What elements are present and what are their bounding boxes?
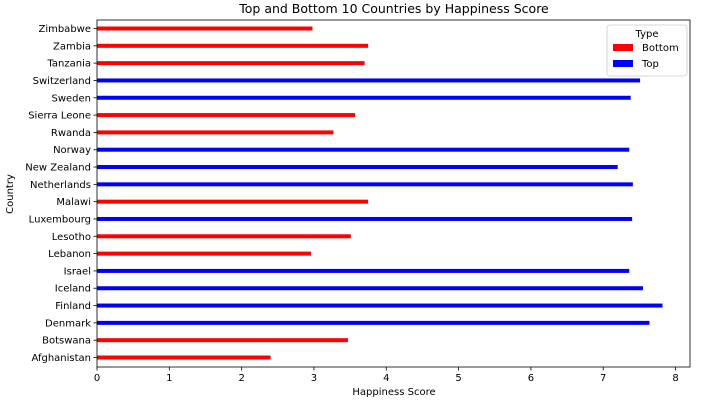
bar-top-norway [97,147,630,152]
y-tick-label: Denmark [45,318,91,329]
y-axis-label: Country [5,174,16,214]
y-tick-label: Sierra Leone [28,111,91,122]
y-tick-label: Norway [53,145,91,156]
chart-title: Top and Bottom 10 Countries by Happiness… [238,1,549,16]
x-tick-label: 6 [528,373,534,384]
bar-bottom-lesotho [97,234,351,239]
bar-bottom-lebanon [97,251,312,256]
x-tick-label: 0 [94,373,100,384]
y-tick-label: Botswana [42,336,91,347]
y-tick-label: Sweden [51,93,91,104]
x-axis-label: Happiness Score [352,387,435,398]
legend: Type Bottom Top [606,24,688,77]
bar-bottom-zimbabwe [97,26,313,31]
x-tick-label: 4 [383,373,389,384]
legend-label-bottom: Bottom [642,43,679,54]
bar-top-luxembourg [97,216,633,221]
legend-swatch-bottom [613,44,633,51]
x-tick-label: 1 [166,373,172,384]
y-tick-label: Netherlands [30,180,91,191]
x-tick-label: 3 [311,373,317,384]
x-tick-label: 2 [238,373,244,384]
bar-top-israel [97,268,630,273]
bar-top-netherlands [97,182,633,187]
x-tick-label: 8 [672,373,678,384]
x-tick-label: 7 [600,373,606,384]
y-tick-label: Tanzania [46,59,91,70]
y-tick-label: Afghanistan [31,353,91,364]
bar-top-iceland [97,286,643,291]
bar-bottom-tanzania [97,61,365,66]
bar-top-sweden [97,95,631,100]
y-tick-label: Switzerland [33,76,91,87]
bar-bottom-malawi [97,199,369,204]
y-tick-label: Zimbabwe [38,24,91,35]
x-axis: 0 1 2 3 4 5 6 7 8 [94,367,679,384]
y-tick-label: Zambia [53,41,91,52]
y-tick-label: Finland [55,301,91,312]
y-tick-label: Malawi [56,197,91,208]
y-tick-label: New Zealand [25,163,91,174]
bars-group [97,26,663,360]
y-tick-label: Israel [64,266,91,277]
y-axis: Zimbabwe Zambia Tanzania Switzerland Sweden S… [25,24,97,364]
y-tick-label: Lebanon [48,249,91,260]
bar-bottom-afghanistan [97,355,271,360]
legend-swatch-top [613,60,633,67]
y-tick-label: Lesotho [52,232,91,243]
bar-bottom-rwanda [97,130,334,135]
bar-top-denmark [97,320,650,325]
legend-title: Type [635,29,659,40]
bar-bottom-zambia [97,43,369,48]
bar-top-finland [97,303,663,308]
bar-bottom-sierra-leone [97,113,356,118]
y-tick-label: Rwanda [51,128,91,139]
y-tick-label: Iceland [55,284,91,295]
bar-bottom-botswana [97,338,348,343]
plot-frame [96,19,691,368]
bar-top-new-zealand [97,165,618,170]
y-tick-label: Luxembourg [29,214,91,225]
bar-top-switzerland [97,78,641,83]
legend-label-top: Top [641,59,659,70]
x-tick-label: 5 [455,373,461,384]
